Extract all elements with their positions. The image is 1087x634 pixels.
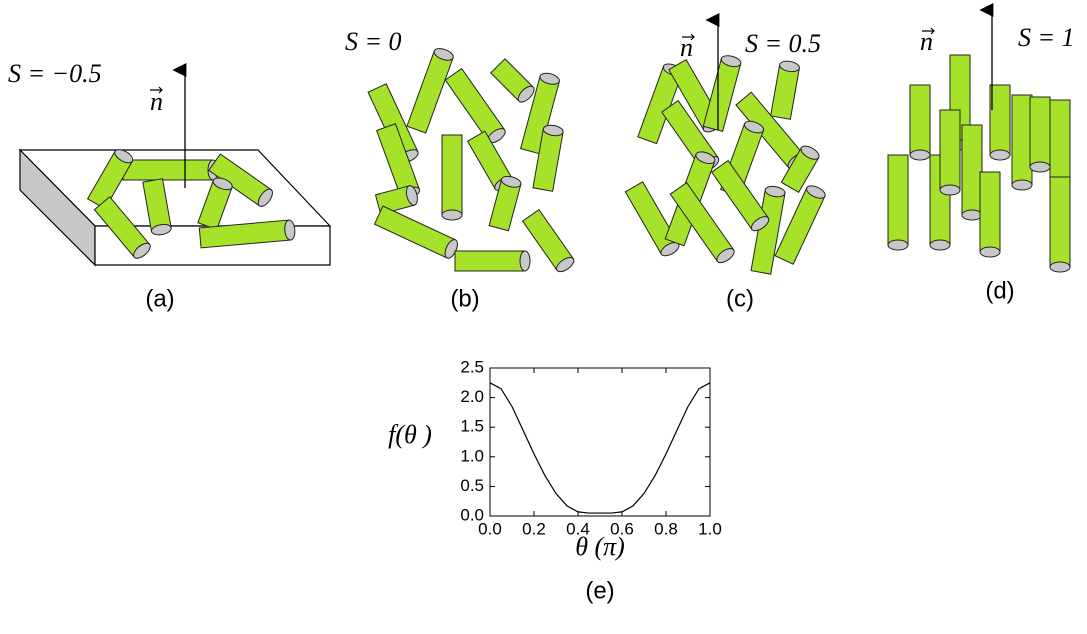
rod-body: [455, 251, 525, 271]
rod: [491, 59, 537, 105]
y-axis-label: f(θ ): [388, 420, 432, 449]
panel-label: (a): [145, 285, 174, 312]
director-label: n: [680, 33, 693, 62]
data-line: [490, 383, 710, 513]
x-tick-label: 0.0: [478, 519, 502, 538]
x-tick-label: 0.2: [522, 519, 546, 538]
rod-body: [703, 59, 740, 132]
rod: [990, 85, 1010, 160]
panel-label: (b): [450, 285, 479, 312]
order-parameter: S = −0.5: [8, 59, 102, 88]
rod: [703, 54, 742, 132]
order-parameter: S = 0: [345, 27, 402, 56]
rod: [523, 210, 577, 275]
rod-body: [940, 110, 960, 190]
rod: [1012, 95, 1032, 190]
panel-label: (d): [985, 277, 1014, 304]
rod-cap: [520, 251, 530, 271]
page: {"panels": [ {"order_parameter": "S = −0…: [0, 0, 1087, 634]
rod: [455, 251, 530, 271]
rod: [940, 110, 960, 195]
rod-cap: [1012, 180, 1032, 190]
director-label: n: [150, 87, 163, 116]
rod-cap: [1050, 262, 1070, 272]
rod-body: [990, 85, 1010, 155]
rod-body: [980, 172, 1000, 252]
rod-cap: [962, 210, 982, 220]
figure: S = −0.5 n (a) S = 0 (b) S = 0.5 n (c) S…: [0, 0, 1087, 634]
rod-cap: [940, 185, 960, 195]
y-tick-label: 1.5: [460, 417, 484, 436]
order-parameter: S = 0.5: [745, 29, 821, 58]
rod-cap: [888, 240, 908, 250]
plot-frame: [490, 368, 710, 516]
rod-body: [123, 160, 213, 180]
y-tick-label: 1.0: [460, 446, 484, 465]
x-tick-label: 1.0: [698, 519, 722, 538]
x-tick-label: 0.8: [654, 519, 678, 538]
panel-label: (c): [726, 285, 754, 312]
y-tick-label: 0.5: [460, 476, 484, 495]
rod-cap: [980, 247, 1000, 257]
director-arrows: [185, 10, 992, 188]
rod-body: [442, 135, 462, 215]
rod-body: [1012, 95, 1032, 185]
rod-body: [962, 125, 982, 215]
rod-cap: [930, 240, 950, 250]
rod-cap: [990, 150, 1010, 160]
rod: [910, 85, 930, 160]
rod: [980, 172, 1000, 257]
rod: [771, 60, 801, 120]
y-tick-label: 2.0: [460, 387, 484, 406]
rod-body: [1030, 97, 1050, 167]
rod-body: [407, 51, 453, 133]
y-tick-label: 2.5: [460, 357, 484, 376]
rod-body: [1050, 177, 1070, 267]
x-tick-label: 0.6: [610, 519, 634, 538]
panel-label: (e): [585, 577, 614, 604]
rod: [1030, 97, 1050, 172]
rod-cap: [910, 150, 930, 160]
rod-body: [910, 85, 930, 155]
rod: [123, 160, 218, 180]
rod: [442, 135, 462, 220]
x-tick-label: 0.4: [566, 519, 590, 538]
rod-cap: [442, 210, 462, 220]
rod: [407, 46, 455, 133]
order-parameter: S = 1: [1018, 23, 1075, 52]
rod: [1050, 177, 1070, 272]
rod-body: [888, 155, 908, 245]
rod: [888, 155, 908, 250]
rod: [962, 125, 982, 220]
director-label: n: [920, 27, 933, 56]
rod-body: [771, 65, 800, 120]
rod-cap: [1030, 162, 1050, 172]
